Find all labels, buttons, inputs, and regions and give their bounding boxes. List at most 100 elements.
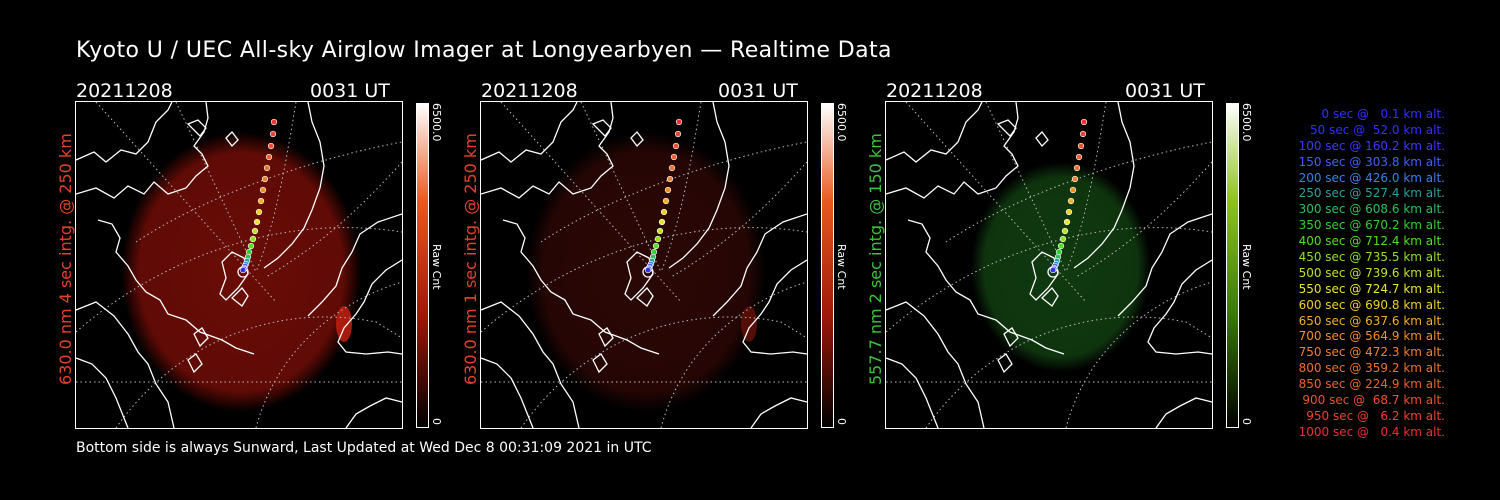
trajectory-point <box>239 266 247 274</box>
grid-line <box>660 281 807 428</box>
coastline <box>1035 131 1049 147</box>
legend-row: 350 sec @ 670.2 km alt. <box>1298 218 1445 233</box>
trajectory-point <box>1075 153 1083 161</box>
grid-line <box>660 102 702 273</box>
coastline <box>886 357 939 428</box>
grid-line <box>520 316 807 428</box>
footer-note: Bottom side is always Sunward, Last Upda… <box>76 440 652 456</box>
grid-line <box>481 227 807 333</box>
legend-row: 500 sec @ 739.6 km alt. <box>1298 265 1445 280</box>
coastline <box>225 131 239 147</box>
panel-1-ylabel: 630.0 nm 4 sec intg. @ 250 km <box>56 133 75 385</box>
trajectory-point <box>670 153 678 161</box>
trajectory-point <box>658 218 666 226</box>
aurora-bright-spot <box>741 306 757 342</box>
trajectory-point <box>1079 130 1087 138</box>
legend-row: 150 sec @ 303.8 km alt. <box>1298 154 1445 169</box>
legend-row: 0 sec @ 0.1 km alt. <box>1321 107 1446 121</box>
trajectory-point <box>245 248 253 256</box>
coastline <box>76 102 209 199</box>
legend-row: 800 sec @ 359.2 km alt. <box>1298 361 1445 376</box>
trajectory-legend: 0 sec @ 0.1 km alt. 50 sec @ 52.0 km alt.… <box>1262 107 1445 441</box>
trajectory-point <box>269 130 277 138</box>
coastline <box>1041 287 1059 307</box>
trajectory-point <box>662 197 670 205</box>
trajectory-point <box>656 227 664 235</box>
coastline <box>231 287 249 307</box>
panel-3-time: 0031 UT <box>1125 80 1205 102</box>
grid-line <box>255 102 297 273</box>
panel-3-cbar-max: 6500.0 <box>1240 103 1253 142</box>
coastline <box>76 301 175 428</box>
legend-row: 600 sec @ 690.8 km alt. <box>1298 297 1445 312</box>
coastline <box>907 219 1065 355</box>
coastline <box>630 131 644 147</box>
trajectory-point <box>1049 266 1057 274</box>
legend-row: 450 sec @ 735.5 km alt. <box>1298 250 1445 265</box>
trajectory-point <box>660 208 668 216</box>
coastline <box>76 102 173 163</box>
page-title: Kyoto U / UEC All-sky Airglow Imager at … <box>76 38 892 63</box>
panel-2-cbar-unit: Raw Cnt <box>835 244 848 290</box>
trajectory-point <box>249 235 257 243</box>
panel-2-date: 20211208 <box>481 80 578 102</box>
coastline <box>97 219 255 355</box>
legend-row: 400 sec @ 712.4 km alt. <box>1298 234 1445 249</box>
airglow-region <box>971 162 1151 372</box>
legend-row: 250 sec @ 527.4 km alt. <box>1298 186 1445 201</box>
trajectory-point <box>1071 175 1079 183</box>
panel-1-date: 20211208 <box>76 80 173 102</box>
legend-row: 700 sec @ 564.9 km alt. <box>1298 329 1445 344</box>
legend-row: 300 sec @ 608.6 km alt. <box>1298 202 1445 217</box>
trajectory-point <box>1063 218 1071 226</box>
trajectory-point <box>1055 248 1063 256</box>
trajectory-point <box>1057 242 1065 250</box>
panel-1-cbar-max: 6500.0 <box>430 103 443 142</box>
trajectory-point <box>668 164 676 172</box>
trajectory-point <box>650 248 658 256</box>
trajectory-point <box>267 142 275 150</box>
trajectory-point <box>253 218 261 226</box>
legend-row: 950 sec @ 6.2 km alt. <box>1306 408 1445 423</box>
panel-1-time: 0031 UT <box>310 80 390 102</box>
coastline <box>345 397 402 428</box>
aurora-bright-spot <box>336 306 352 342</box>
trajectory-point <box>255 208 263 216</box>
coastline <box>481 301 580 428</box>
trajectory-point <box>1077 142 1085 150</box>
trajectory-point <box>251 227 259 235</box>
panel-2-cbar-max: 6500.0 <box>835 103 848 142</box>
legend-row: 50 sec @ 52.0 km alt. <box>1310 122 1445 137</box>
coastline <box>591 119 612 137</box>
trajectory-point <box>247 242 255 250</box>
coastline <box>1155 397 1212 428</box>
coastline <box>1117 213 1212 317</box>
coastline <box>750 397 807 428</box>
coastline <box>1147 259 1212 355</box>
grid-line <box>925 316 1212 428</box>
coastline <box>636 287 654 307</box>
coastline <box>742 259 807 355</box>
trajectory-point <box>1065 208 1073 216</box>
trajectory-point <box>265 153 273 161</box>
grid-line <box>255 281 402 428</box>
legend-row: 1000 sec @ 0.4 km alt. <box>1298 424 1445 439</box>
legend-row: 550 sec @ 724.7 km alt. <box>1298 281 1445 296</box>
trajectory-point <box>261 175 269 183</box>
trajectory-point <box>1067 197 1075 205</box>
grid-line <box>1065 102 1107 273</box>
panel-2-ylabel: 630.0 nm 1 sec intg. @ 250 km <box>461 133 480 385</box>
coastline <box>186 119 207 137</box>
legend-row: 200 sec @ 426.0 km alt. <box>1298 170 1445 185</box>
panel-1-cbar-min: 0 <box>430 418 443 425</box>
panel-1-cbar-unit: Raw Cnt <box>430 244 443 290</box>
trajectory-point <box>652 242 660 250</box>
trajectory-point <box>257 197 265 205</box>
legend-row: 750 sec @ 472.3 km alt. <box>1298 345 1445 360</box>
coastline <box>886 102 1019 199</box>
coastline <box>76 357 129 428</box>
panel-3-sky-image <box>885 101 1213 429</box>
grid-line <box>115 316 402 428</box>
trajectory-point <box>1059 235 1067 243</box>
coastline <box>481 357 534 428</box>
